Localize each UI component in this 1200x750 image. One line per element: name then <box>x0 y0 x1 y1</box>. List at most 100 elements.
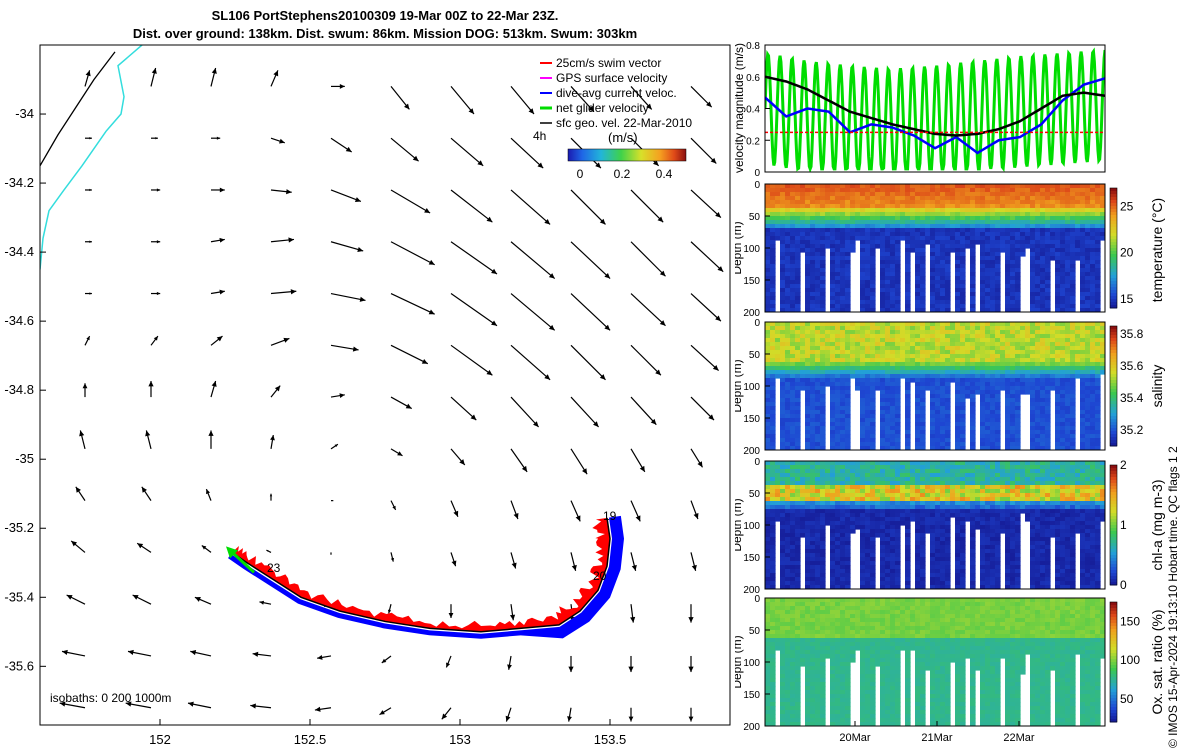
map-y-tick-label: -34.4 <box>4 244 34 259</box>
surface-velocity-arrow <box>85 188 92 192</box>
depth-tick-label: 50 <box>749 489 761 500</box>
depth-tick-label: 100 <box>743 382 760 393</box>
surface-velocity-arrow <box>390 137 419 162</box>
surface-velocity-arrow <box>450 241 498 275</box>
depth-tick-label: 0 <box>754 318 760 329</box>
surface-velocity-arrow <box>390 448 403 457</box>
surface-velocity-arrow <box>450 86 475 115</box>
surface-velocity-arrow <box>390 292 435 315</box>
velocity-y-label: velocity magnitude (m/s) <box>735 43 746 173</box>
isobath-line <box>40 51 116 167</box>
surface-velocity-arrow <box>150 67 157 87</box>
chlorophyll-colorbar-label: chl-a (mg m-3) <box>1149 479 1165 570</box>
temperature-panel: 0 50 100 150 200 Depth (m) 15 20 25 temperatur… <box>735 180 1165 319</box>
map-frame <box>39 44 731 726</box>
date-tick-label: 22Mar <box>1003 732 1035 744</box>
surface-velocity-arrow <box>509 604 516 621</box>
surface-velocity-arrow <box>85 240 92 243</box>
surface-velocity-arrow <box>630 500 641 522</box>
net-glider-velocity-arrow <box>226 546 256 574</box>
colorbar-unit-label: (m/s) <box>608 130 638 145</box>
surface-velocity-arrow <box>510 552 517 569</box>
surface-velocity-arrow <box>510 448 528 473</box>
depth-tick-label: 200 <box>743 308 760 319</box>
track-label-start: 19 <box>603 509 617 523</box>
glider-track-layer <box>226 515 624 639</box>
surface-velocity-arrow <box>630 604 636 623</box>
velocity-y-tick: 0.8 <box>746 41 760 52</box>
surface-velocity-arrow <box>690 500 699 520</box>
surface-velocity-arrow <box>570 241 611 279</box>
chart-title-line2: Dist. over ground: 138km. Dist. swum: 86… <box>132 26 638 41</box>
velocity-magnitude-panel: 0 0.2 0.4 0.6 0.8 velocity magnitude (m/s) <box>735 41 1106 179</box>
surface-velocity-arrow <box>390 189 431 214</box>
surface-velocity-arrow <box>259 600 272 605</box>
surface-velocity-arrow <box>127 649 152 657</box>
surface-velocity-arrow <box>510 137 544 169</box>
surface-velocity-arrow <box>448 604 454 618</box>
colorbar-tick-label: 15 <box>1120 292 1134 306</box>
date-tick-label: 20Mar <box>839 732 871 744</box>
surface-velocity-arrow <box>187 701 212 709</box>
surface-velocity-arrow <box>270 237 295 243</box>
surface-velocity-arrow <box>330 241 364 252</box>
surface-velocity-arrow <box>270 385 281 398</box>
map-y-tick-label: -35.4 <box>4 589 34 604</box>
surface-velocity-arrow <box>79 430 86 450</box>
surface-velocity-arrow <box>570 344 606 381</box>
surface-velocity-arrow <box>630 241 666 277</box>
colorbar-tick-label: 35.2 <box>1120 423 1144 437</box>
surface-velocity-arrow <box>570 448 588 475</box>
surface-velocity-arrow <box>317 655 332 660</box>
legend-entry-sfc-geo: sfc geo. vel. 22-Mar-2010 <box>556 116 692 130</box>
depth-tick-label: 50 <box>749 212 761 223</box>
surface-velocity-arrow <box>194 596 212 605</box>
surface-velocity-arrow <box>390 86 410 110</box>
surface-velocity-arrow <box>132 594 152 605</box>
surface-velocity-arrow <box>690 344 720 372</box>
surface-velocity-arrow <box>210 237 225 243</box>
surface-velocity-arrow <box>85 136 92 140</box>
map-y-tick-label: -34 <box>15 106 34 121</box>
velocity-series-line <box>765 47 1105 172</box>
map-y-tick-label: -35 <box>15 451 34 466</box>
surface-velocity-arrow <box>690 396 715 421</box>
depth-tick-label: 0 <box>754 180 760 191</box>
map-y-tick-label: -34.2 <box>4 175 34 190</box>
velocity-y-tick: 0 <box>754 168 760 179</box>
legend-entry-gps: GPS surface velocity <box>556 71 667 85</box>
surface-velocity-arrow <box>570 86 595 113</box>
surface-velocity-arrow <box>450 293 498 327</box>
surface-velocity-arrow <box>570 293 611 331</box>
surface-velocity-arrow <box>450 500 459 517</box>
surface-velocity-arrow <box>630 293 666 327</box>
surface-velocity-arrow <box>141 486 152 501</box>
surface-velocity-arrow <box>450 189 493 223</box>
legend-entry-swim: 25cm/s swim vector <box>556 56 661 70</box>
map-y-tick-label: -34.8 <box>4 382 34 397</box>
surface-velocity-arrow <box>125 701 152 709</box>
chlorophyll-depth-label: Depth (m) <box>735 498 744 551</box>
colorbar-tick-label: 25 <box>1120 199 1134 213</box>
surface-velocity-arrow <box>82 383 88 398</box>
depth-tick-label: 100 <box>743 658 760 669</box>
colorbar-tick-label: 150 <box>1120 614 1140 628</box>
surface-velocity-arrow <box>252 651 272 657</box>
swim-vectors <box>232 517 610 632</box>
quiver-map-chart: 152 152.5 153 153.5 -34 -34.2 -34.4 -34.6 -34.8… <box>4 44 731 747</box>
surface-velocity-arrow <box>690 293 722 322</box>
surface-velocity-arrow <box>390 500 397 511</box>
time-series-panels: 0 0.2 0.4 0.6 0.8 velocity magnitude (m/s) 0… <box>735 41 1165 744</box>
salinity-colorbar-label: salinity <box>1149 365 1165 408</box>
surface-velocity-arrow <box>390 396 412 410</box>
map-y-ticks: -34 -34.2 -34.4 -34.6 -34.8 -35 -35.2 -35.4 -35.… <box>4 106 46 673</box>
surface-velocity-arrow <box>450 344 493 376</box>
colorbar-tick-label: 35.4 <box>1120 391 1144 405</box>
surface-velocity-arrow <box>630 552 637 571</box>
map-legend: 25cm/s swim vector GPS surface velocity … <box>533 56 692 181</box>
speed-colorbar <box>567 148 687 162</box>
surface-velocity-arrow <box>690 448 704 468</box>
surface-velocity-arrow <box>210 289 225 295</box>
velocity-y-tick: 0.2 <box>746 136 760 147</box>
